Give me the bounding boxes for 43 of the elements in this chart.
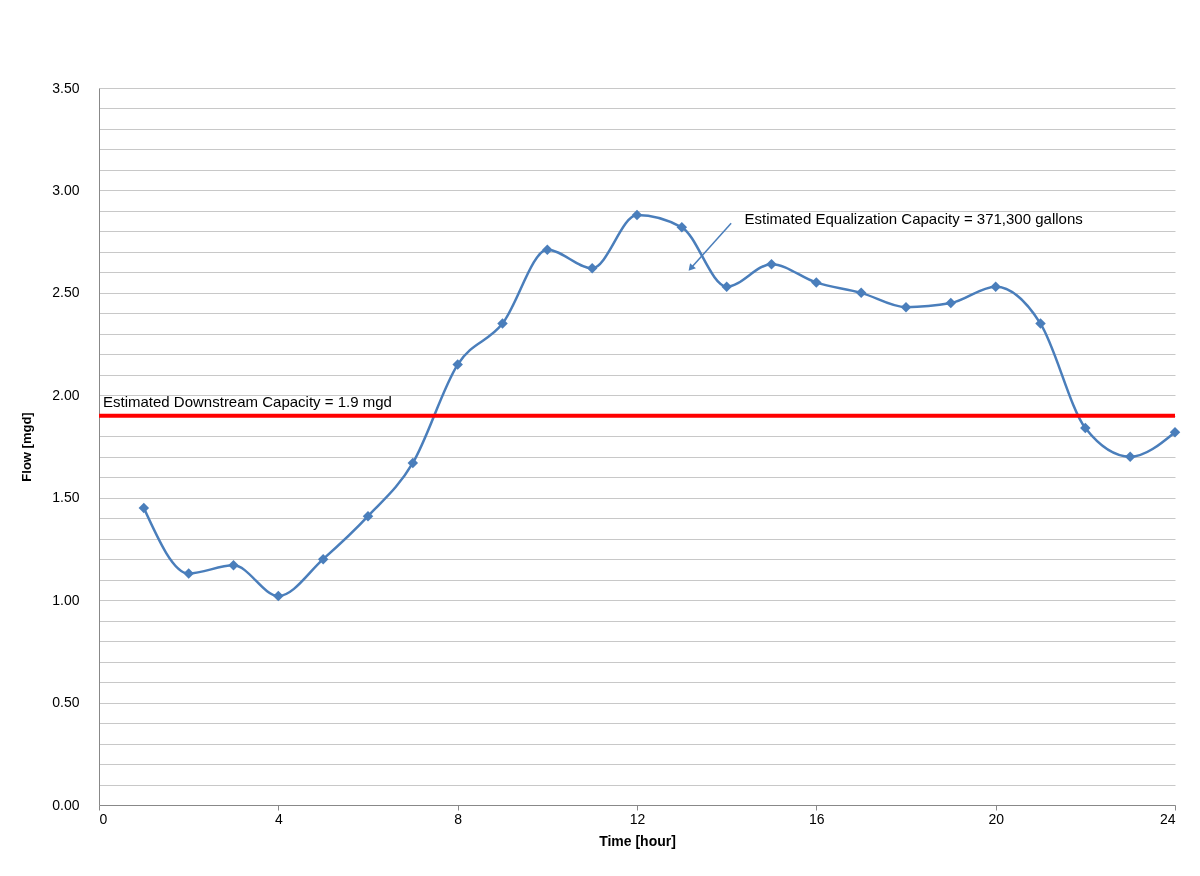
y-tick-label: 1.00 (52, 591, 80, 608)
x-axis-title: Time [hour] (599, 832, 676, 849)
point (273, 590, 284, 602)
point (1124, 451, 1136, 462)
point (407, 457, 419, 469)
x-tick-label: 20 (988, 810, 1005, 827)
y-tick-label: 0.00 (52, 796, 80, 813)
point (317, 553, 329, 565)
x-tick-label: 8 (454, 810, 463, 827)
point (900, 301, 912, 313)
point (138, 502, 150, 514)
y-axis-title: Flow [mgd] (19, 412, 35, 482)
point (1169, 426, 1181, 438)
point (855, 287, 867, 299)
point (542, 244, 553, 256)
ref-line-label: Estimated Downstream Capacity = 1.9 mgd (103, 392, 392, 410)
point (452, 359, 463, 370)
point (676, 222, 688, 233)
x-tick-label: 16 (809, 810, 825, 827)
annotation: Estimated Equalization Capacity = 371,300 gallons (744, 210, 1083, 228)
point (631, 209, 643, 221)
x-tick-label: 24 (1159, 810, 1176, 827)
point (228, 560, 239, 571)
point (811, 277, 822, 288)
y-tick-label: 0.50 (52, 694, 80, 711)
x-tick-label: 4 (274, 810, 283, 827)
point (945, 297, 957, 309)
point (362, 510, 374, 522)
y-tick-label: 1.50 (52, 489, 80, 506)
x-tick-label: 12 (629, 810, 646, 827)
point (183, 568, 194, 579)
point (1080, 422, 1091, 434)
point (990, 281, 1001, 292)
x-tick-label: 0 (99, 810, 108, 827)
y-tick-label: 3.50 (52, 79, 80, 96)
y-tick-label: 3.00 (52, 181, 80, 198)
y-tick-label: 2.50 (52, 284, 80, 301)
y-tick-label: 2.00 (52, 386, 80, 403)
point (721, 281, 732, 292)
point (497, 318, 508, 329)
point (1035, 318, 1046, 329)
point (766, 258, 777, 270)
point (586, 263, 598, 274)
